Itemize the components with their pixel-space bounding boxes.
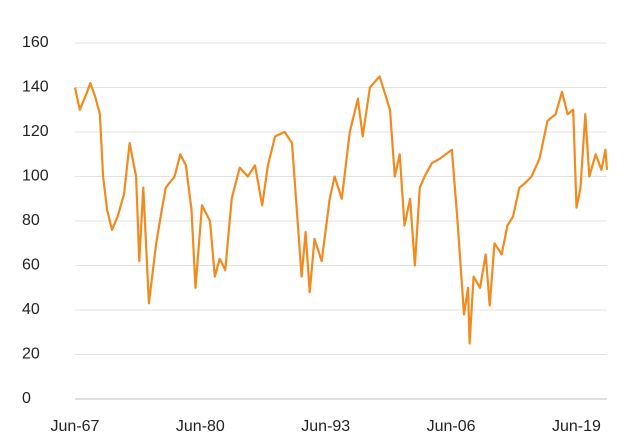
y-tick-label: 20: [22, 346, 40, 363]
y-tick-label: 120: [22, 123, 49, 140]
y-tick-label: 100: [22, 168, 49, 185]
x-tick-label: Jun-67: [51, 418, 100, 435]
y-tick-label: 60: [22, 257, 40, 274]
x-tick-label: Jun-80: [176, 418, 225, 435]
y-tick-label: 80: [22, 212, 40, 229]
x-tick-label: Jun-19: [552, 418, 601, 435]
y-tick-label: 160: [22, 34, 49, 51]
data-line: [73, 75, 609, 345]
x-tick-label: Jun-93: [301, 418, 350, 435]
y-tick-label: 40: [22, 301, 40, 318]
y-tick-label: 0: [22, 390, 31, 407]
y-tick-label: 140: [22, 79, 49, 96]
x-tick-label: Jun-06: [427, 418, 476, 435]
